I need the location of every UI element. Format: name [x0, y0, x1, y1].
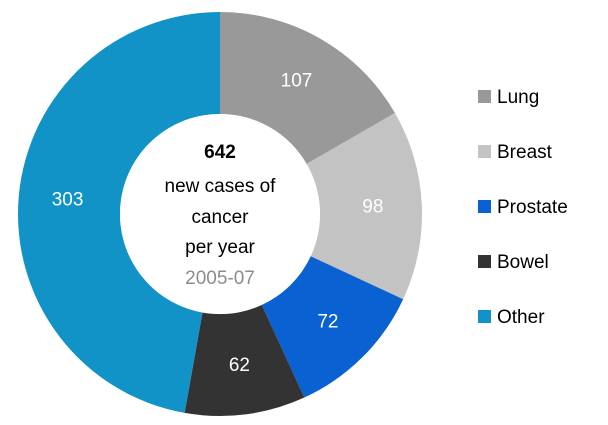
data-label: 62	[229, 355, 250, 376]
legend-swatch	[478, 90, 491, 103]
center-total: 642	[204, 142, 236, 163]
data-label: 98	[362, 196, 383, 217]
legend-label: Bowel	[497, 252, 549, 273]
data-label: 107	[281, 71, 313, 92]
donut-slice	[261, 256, 404, 398]
legend-label: Other	[497, 307, 545, 328]
legend-label: Lung	[497, 87, 539, 108]
legend-swatch	[478, 310, 491, 323]
legend-swatch	[478, 255, 491, 268]
donut	[18, 12, 422, 417]
donut-slice	[184, 304, 305, 417]
data-label: 72	[317, 311, 338, 332]
center-text: cancer	[191, 207, 249, 228]
donut-slice	[220, 12, 395, 164]
legend-swatch	[478, 200, 491, 213]
legend-swatch	[478, 145, 491, 158]
donut-slice	[18, 12, 221, 413]
data-label: 303	[52, 190, 84, 211]
donut-slice	[306, 113, 422, 300]
donut-hole	[120, 114, 320, 314]
center-text: new cases of	[165, 176, 277, 197]
center-period: 2005-07	[185, 268, 255, 289]
legend-label: Breast	[497, 142, 553, 163]
center-text: per year	[185, 237, 255, 258]
legend-label: Prostate	[497, 197, 568, 218]
